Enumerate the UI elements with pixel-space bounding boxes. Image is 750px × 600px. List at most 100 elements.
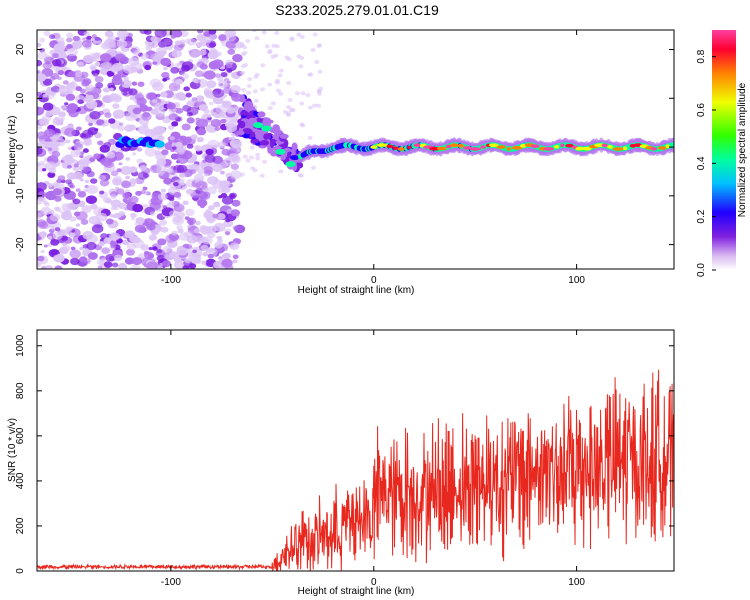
spectrogram-noise-blob bbox=[185, 92, 192, 98]
x-tick-label: 100 bbox=[568, 577, 585, 588]
spectrogram-noise-blob bbox=[81, 205, 92, 214]
spectrogram-noise-blob bbox=[289, 36, 295, 41]
spectrogram-noise-blob bbox=[208, 205, 215, 211]
y-tick-label: 600 bbox=[15, 427, 26, 444]
spectrogram-noise-blob bbox=[50, 226, 56, 230]
spectrogram-noise-blob bbox=[317, 91, 322, 96]
spectrogram-noise-blob bbox=[50, 239, 60, 246]
spectrogram-noise-blob bbox=[300, 123, 306, 128]
spectrogram-noise-blob bbox=[214, 242, 223, 249]
spectrogram-noise-blob bbox=[37, 70, 40, 74]
spectrogram-noise-blob bbox=[176, 63, 181, 67]
spectrogram-noise-blob bbox=[204, 154, 216, 163]
spectrogram-noise-blob bbox=[54, 265, 63, 269]
spectrogram-transition-blob bbox=[272, 127, 277, 132]
spectrogram-noise-blob bbox=[75, 71, 82, 78]
spectrogram-noise-blob bbox=[181, 123, 191, 131]
spectrogram-noise-blob bbox=[173, 261, 184, 269]
spectrogram-noise-blob bbox=[42, 78, 53, 86]
spectrogram-noise-blob bbox=[218, 188, 225, 194]
spectrogram-noise-blob bbox=[165, 76, 170, 81]
carrier-line-peak bbox=[565, 143, 574, 148]
spectrogram-noise-blob bbox=[206, 186, 217, 195]
spectrogram-noise-blob bbox=[75, 211, 88, 221]
spectrogram-noise-blob bbox=[99, 179, 110, 187]
spectrogram-noise-blob bbox=[208, 101, 214, 106]
spectrogram-noise-blob bbox=[37, 106, 45, 116]
spectrogram-noise-blob bbox=[140, 244, 149, 251]
spectrogram-noise-blob bbox=[203, 87, 212, 94]
spectrogram-noise-blob bbox=[137, 227, 145, 233]
spectrogram-noise-blob bbox=[118, 211, 125, 217]
spectrogram-noise-blob bbox=[226, 139, 231, 143]
carrier-line-peak bbox=[506, 147, 511, 151]
spectrogram-noise-blob bbox=[140, 53, 149, 60]
spectrogram-noise-blob bbox=[273, 53, 279, 58]
spectrogram-noise-blob bbox=[129, 196, 139, 204]
spectrogram-noise-blob bbox=[171, 121, 179, 127]
spectrogram-noise-blob bbox=[208, 247, 215, 253]
spectrogram-noise-blob bbox=[131, 257, 143, 266]
spectrogram-noise-blob bbox=[255, 152, 261, 157]
spectrogram-noise-blob bbox=[68, 232, 76, 238]
spectrogram-noise-blob bbox=[40, 206, 52, 216]
spectrogram-noise-blob bbox=[53, 43, 66, 53]
spectrogram-noise-blob bbox=[236, 148, 242, 153]
spectrogram-noise-blob bbox=[267, 106, 273, 110]
spectrogram-noise-blob bbox=[54, 227, 61, 232]
spectrogram-noise-blob bbox=[213, 201, 221, 208]
spectrogram-noise-blob bbox=[172, 146, 177, 150]
spectrogram-noise-blob bbox=[234, 116, 239, 120]
spectrogram-transition-blob bbox=[279, 133, 289, 139]
spectrogram-noise-blob bbox=[62, 155, 74, 165]
spectrogram-noise-blob bbox=[216, 235, 223, 240]
spectrogram-marks bbox=[37, 30, 674, 269]
spectrogram-noise-blob bbox=[215, 105, 228, 114]
spectrogram-noise-blob bbox=[173, 181, 179, 187]
spectrogram-transition-blob bbox=[253, 122, 264, 129]
spectrogram-noise-blob bbox=[58, 111, 66, 118]
carrier-line-peak bbox=[560, 143, 565, 148]
spectrogram-noise-blob bbox=[71, 80, 76, 85]
spectrogram-noise-blob bbox=[170, 66, 180, 74]
spectrogram-noise-blob bbox=[137, 81, 145, 87]
spectrogram-noise-blob bbox=[186, 100, 195, 107]
spectrogram-noise-blob bbox=[180, 182, 185, 186]
spectrogram-noise-blob bbox=[72, 171, 83, 180]
spectrogram-noise-blob bbox=[153, 125, 166, 135]
spectrogram-noise-blob bbox=[83, 189, 88, 193]
spectrogram-noise-blob bbox=[65, 93, 76, 101]
colorbar-tick-label: 0.0 bbox=[696, 263, 707, 277]
spectrogram-noise-blob bbox=[226, 64, 233, 69]
spectrogram-noise-blob bbox=[173, 164, 185, 174]
spectrogram-noise-blob bbox=[267, 82, 273, 87]
spectrogram-noise-blob bbox=[43, 244, 48, 248]
spectrogram-noise-blob bbox=[115, 53, 126, 62]
spectrogram-noise-blob bbox=[43, 30, 51, 37]
spectrogram-noise-blob bbox=[312, 32, 318, 37]
spectrogram-noise-blob bbox=[47, 171, 56, 178]
spectrogram-noise-blob bbox=[227, 48, 236, 55]
spectrogram-noise-blob bbox=[124, 230, 135, 239]
spectrogram-transition-blob bbox=[266, 133, 271, 141]
spectrogram-noise-blob bbox=[216, 213, 226, 220]
spectrogram-noise-blob bbox=[163, 177, 173, 185]
spectrogram-noise-blob bbox=[125, 248, 135, 256]
spectrogram-noise-blob bbox=[195, 180, 208, 190]
spectrogram-noise-blob bbox=[38, 191, 47, 198]
spectrogram-noise-blob bbox=[225, 122, 231, 127]
spectrogram-noise-blob bbox=[170, 153, 179, 160]
carrier-line-peak bbox=[392, 146, 399, 150]
spectrogram-noise-blob bbox=[49, 213, 61, 222]
spectrogram-noise-blob bbox=[195, 95, 205, 102]
spectrogram-noise-blob bbox=[163, 38, 173, 45]
spectrogram-noise-blob bbox=[56, 37, 65, 44]
spectrogram-noise-blob bbox=[42, 102, 54, 111]
spectrogram-noise-blob bbox=[249, 145, 255, 150]
spectrogram-noise-blob bbox=[203, 173, 208, 177]
spectrogram-noise-blob bbox=[229, 123, 235, 127]
spectrogram-noise-blob bbox=[208, 42, 216, 48]
spectrogram-noise-blob bbox=[110, 94, 123, 103]
